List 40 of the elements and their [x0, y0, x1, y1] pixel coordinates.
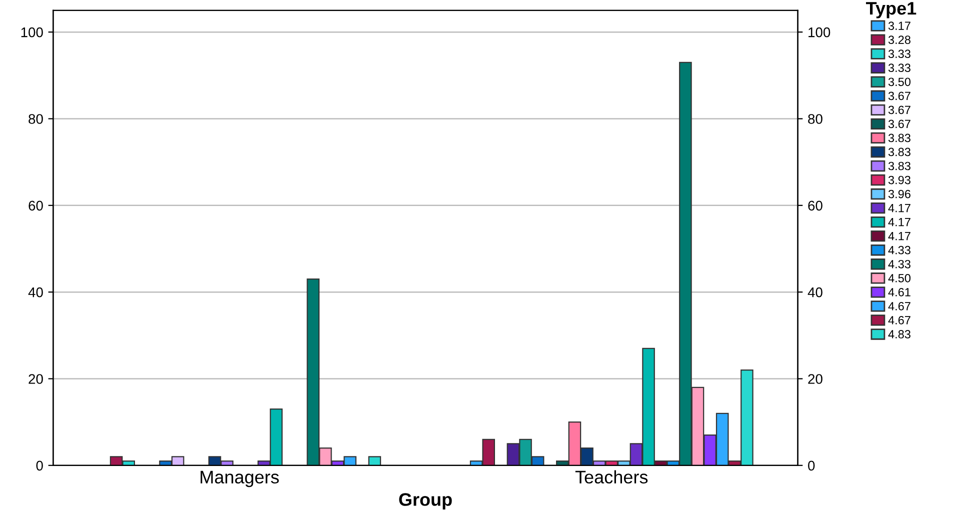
x-tick-label: Managers — [200, 470, 279, 488]
legend-label: 4.17 — [888, 218, 910, 226]
legend-label: 4.83 — [888, 330, 910, 338]
legend-label: 4.33 — [888, 260, 910, 268]
legend-label: 3.67 — [888, 120, 910, 128]
y2-tick-label: 80 — [808, 114, 822, 124]
legend-title: Type1 — [866, 2, 916, 18]
legend-label: 3.96 — [888, 190, 910, 198]
legend-label: 3.83 — [888, 162, 910, 170]
legend-label: 3.17 — [888, 22, 910, 30]
legend-label: 3.28 — [888, 36, 910, 44]
y2-tick-label: 60 — [808, 200, 822, 211]
x-tick-label: Teachers — [575, 470, 648, 484]
legend-label: 3.83 — [888, 148, 910, 156]
legend-label: 3.93 — [888, 176, 910, 184]
y-tick-label: 20 — [28, 374, 43, 384]
legend-label: 4.61 — [888, 288, 910, 296]
legend-label: 3.67 — [888, 92, 910, 100]
y-tick-label: 0 — [36, 460, 43, 471]
legend-label: 3.33 — [888, 50, 910, 58]
legend-label: 4.50 — [888, 274, 910, 282]
y2-tick-label: 100 — [808, 27, 830, 38]
legend-label: 4.33 — [888, 246, 910, 254]
legend-label: 3.83 — [888, 134, 910, 142]
bar — [368, 456, 382, 466]
y-tick-label: 40 — [28, 287, 43, 298]
y-tick-label: 80 — [28, 114, 43, 124]
y2-tick-label: 40 — [808, 287, 822, 298]
legend-label: 4.17 — [888, 204, 910, 212]
legend-label: 4.67 — [888, 316, 910, 324]
x-axis-title: Group — [399, 493, 452, 510]
y2-tick-label: 20 — [808, 374, 822, 384]
legend-label: 3.67 — [888, 106, 910, 114]
y-tick-label: 60 — [28, 200, 43, 211]
y-tick-label: 100 — [21, 27, 43, 38]
legend-label: 4.17 — [888, 232, 910, 240]
y2-tick-label: 0 — [808, 460, 815, 471]
legend-label: 4.67 — [888, 302, 910, 310]
legend-label: 3.50 — [888, 78, 910, 86]
legend-label: 3.33 — [888, 64, 910, 72]
